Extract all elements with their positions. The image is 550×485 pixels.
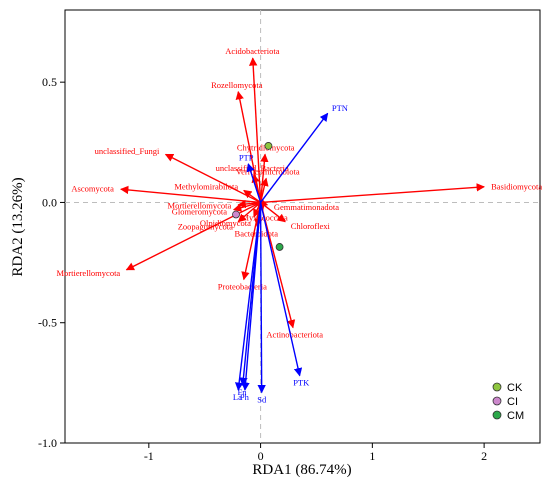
env-arrow (259, 202, 303, 377)
plot-frame (64, 9, 541, 444)
env-arrow (257, 202, 266, 394)
env-arrow-label: Ph (240, 392, 250, 402)
sample-points (232, 142, 284, 251)
taxon-arrow (260, 183, 485, 204)
y-tick-label: -1.0 (38, 436, 57, 450)
env-arrow-label: PTK (293, 377, 310, 387)
legend-label-cm: CM (507, 410, 524, 422)
env-arrow (260, 112, 329, 203)
axes: -1 0 1 2 -1.0 -0.5 0.0 0.5 (38, 75, 487, 463)
taxon-arrow-label: Olpidiomycota (200, 218, 251, 228)
taxon-arrow-label: Glomeromycota (172, 206, 227, 216)
arrows: Acidobacteriota Rozellomycota unclassified… (56, 46, 542, 404)
x-tick-label: 2 (481, 449, 487, 463)
taxon-arrow (243, 189, 261, 204)
taxon-arrow (232, 201, 261, 212)
y-tick-label: 0.5 (42, 75, 57, 89)
taxon-arrow (235, 90, 262, 203)
y-tick-label: 0.0 (42, 195, 57, 209)
taxon-arrow-label: Verrucomicrobiota (236, 167, 300, 177)
taxon-arrow-label: Mortierellomycota (168, 201, 232, 211)
taxon-arrow-label: Acidobacteriota (225, 46, 280, 56)
env-arrow-label: La (233, 392, 242, 402)
legend-marker-cm (492, 410, 502, 420)
legend-marker-ci (492, 396, 502, 406)
taxon-arrow (237, 201, 262, 223)
taxon-arrow-label: Chloroflexi (291, 221, 331, 231)
legend-label-ck: CK (507, 382, 523, 394)
y-axis-title: RDA2 (13.26%) (10, 177, 26, 276)
env-arrow-label: Sd (257, 394, 267, 404)
x-tick-label: 0 (258, 449, 264, 463)
taxon-arrow-label: Zoopagomycota (178, 221, 233, 231)
legend-label-ci: CI (507, 396, 518, 408)
taxon-arrow (120, 185, 261, 204)
x-tick-label: -1 (144, 449, 154, 463)
x-tick-label: 1 (369, 449, 375, 463)
taxon-arrow (241, 202, 262, 281)
env-arrow (234, 202, 262, 391)
taxon-arrow-label: Mortierellomycota (56, 268, 120, 278)
sample-point-ck (264, 142, 273, 150)
taxon-arrow-label: unclassified_Fungi (95, 146, 160, 156)
env-arrow (246, 163, 262, 203)
taxon-arrow-label: Ascomycota (71, 184, 114, 194)
env-arrow-label: Fn (238, 387, 248, 397)
taxon-arrow-label: Rozellomycota (211, 80, 263, 90)
y-tick-label: -0.5 (38, 316, 57, 330)
taxon-arrow-label: Proteobacteria (218, 281, 267, 291)
env-arrow-label: PTP (239, 152, 254, 162)
taxon-arrow-label: Methylomirabilota (174, 181, 238, 191)
env-arrow-label: PTN (332, 103, 348, 113)
legend-marker-ck (492, 382, 502, 392)
sample-point-ci (232, 210, 240, 219)
sample-point-cm (275, 243, 284, 251)
x-axis-title: RDA1 (86.74%) (252, 462, 351, 478)
taxon-arrow-label: Basidiomycota (491, 181, 542, 191)
env-arrow (241, 202, 262, 391)
legend: CK CI CM (492, 382, 524, 422)
taxon-arrow-label: Gemmatimonadota (274, 202, 339, 212)
taxon-arrow-label: Actinobacteriota (266, 329, 323, 339)
taxon-arrow (260, 201, 286, 223)
